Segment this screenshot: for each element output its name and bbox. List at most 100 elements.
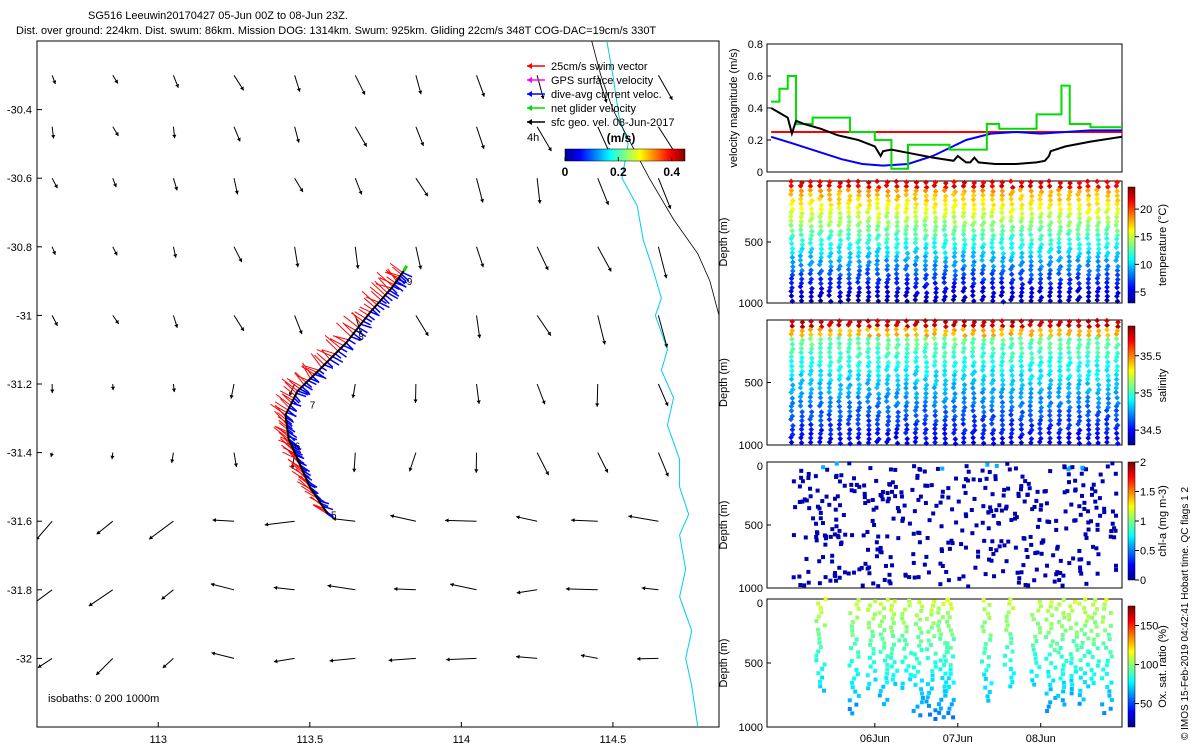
swim-vector	[291, 470, 308, 482]
figure-title-line-2: Dist. over ground: 224km. Dist. swum: 86…	[16, 25, 657, 37]
section-point	[1002, 487, 1007, 492]
section-point	[1080, 640, 1085, 645]
section-point	[970, 531, 975, 536]
section-point	[932, 258, 939, 265]
dac-vector	[382, 297, 390, 305]
section-point	[1041, 538, 1046, 543]
section-point	[1009, 372, 1015, 379]
section-point	[964, 514, 969, 519]
section-point	[798, 298, 805, 304]
section-point	[1088, 519, 1093, 524]
section-point	[1094, 505, 1099, 510]
section-point	[931, 511, 936, 516]
section-point	[986, 663, 991, 668]
section-point	[817, 506, 822, 511]
section-point	[1049, 613, 1054, 618]
section-point	[939, 548, 944, 553]
section-point	[1102, 510, 1107, 515]
section-point	[999, 179, 1006, 186]
section-point	[1055, 570, 1060, 575]
section-point	[947, 615, 952, 620]
current-vector	[352, 452, 357, 473]
section-point	[885, 534, 890, 539]
section-point	[1102, 606, 1107, 611]
map-ytick-label: -30.6	[7, 173, 32, 185]
section-point	[913, 271, 919, 277]
dac-vector	[312, 375, 320, 383]
section-point	[788, 407, 795, 414]
section-point	[1114, 276, 1121, 283]
section-point	[931, 330, 938, 337]
section-point	[1047, 241, 1054, 248]
section-point	[999, 245, 1005, 251]
section-point	[837, 413, 844, 420]
section-point	[1036, 608, 1041, 613]
section-point	[1018, 231, 1025, 238]
section-point	[912, 385, 919, 391]
dac-vector	[316, 371, 327, 380]
section-point	[1093, 489, 1098, 494]
section-point	[969, 348, 976, 355]
section-point	[904, 350, 911, 357]
map-ytick-label: -30.8	[7, 242, 32, 254]
section-point	[1033, 656, 1038, 661]
section-point	[891, 516, 896, 521]
section-point	[870, 629, 875, 634]
section-point	[919, 678, 924, 683]
current-vector-head	[264, 522, 269, 527]
section-point	[1100, 702, 1105, 707]
section-point	[1008, 235, 1014, 242]
section-point	[875, 426, 881, 433]
current-vector-shaft	[415, 315, 429, 337]
section-point	[807, 380, 814, 387]
section-point	[827, 245, 834, 252]
section-point	[1064, 659, 1069, 664]
current-vector	[211, 651, 235, 659]
section-colorbar-label: temperature (°C)	[1157, 204, 1169, 286]
section-point	[893, 681, 898, 686]
current-vector-head	[605, 200, 610, 205]
dac-vector	[334, 353, 342, 359]
section-point	[827, 403, 833, 410]
section-point	[1076, 180, 1083, 186]
current-vector-head	[295, 138, 300, 143]
section-point	[1028, 350, 1035, 357]
section-point	[980, 468, 985, 473]
section-colorbar-tick-label: 1.5	[1140, 487, 1155, 499]
section-point	[865, 179, 872, 186]
section-point	[1037, 517, 1042, 522]
section-point	[983, 642, 988, 647]
swim-vector	[274, 401, 289, 411]
section-point	[873, 677, 878, 682]
section-point	[855, 275, 861, 281]
section-point	[1095, 214, 1101, 221]
section-point	[866, 625, 871, 630]
section-point	[912, 674, 917, 679]
section-point	[904, 625, 909, 630]
section-point	[989, 508, 994, 513]
section-point	[994, 463, 999, 468]
section-point	[1009, 636, 1014, 641]
section-point	[1094, 546, 1099, 551]
section-point	[826, 182, 832, 189]
section-point	[904, 280, 910, 287]
section-point	[988, 547, 993, 552]
section-point	[1108, 706, 1113, 711]
section-colorbar-tick-label: 35.5	[1140, 351, 1161, 363]
swim-vector	[384, 271, 400, 279]
section-point	[1037, 665, 1042, 670]
section-point	[1075, 223, 1082, 229]
section-point	[931, 322, 938, 328]
section-point	[990, 492, 995, 497]
section-point	[932, 439, 938, 446]
section-point	[1055, 546, 1060, 551]
section-point	[1084, 231, 1091, 238]
section-point	[1047, 435, 1053, 442]
section-point	[1027, 367, 1034, 373]
section-point	[1113, 335, 1120, 342]
section-point	[1086, 368, 1092, 375]
section-point	[807, 335, 814, 342]
section-point	[855, 322, 862, 329]
section-point	[929, 483, 934, 488]
